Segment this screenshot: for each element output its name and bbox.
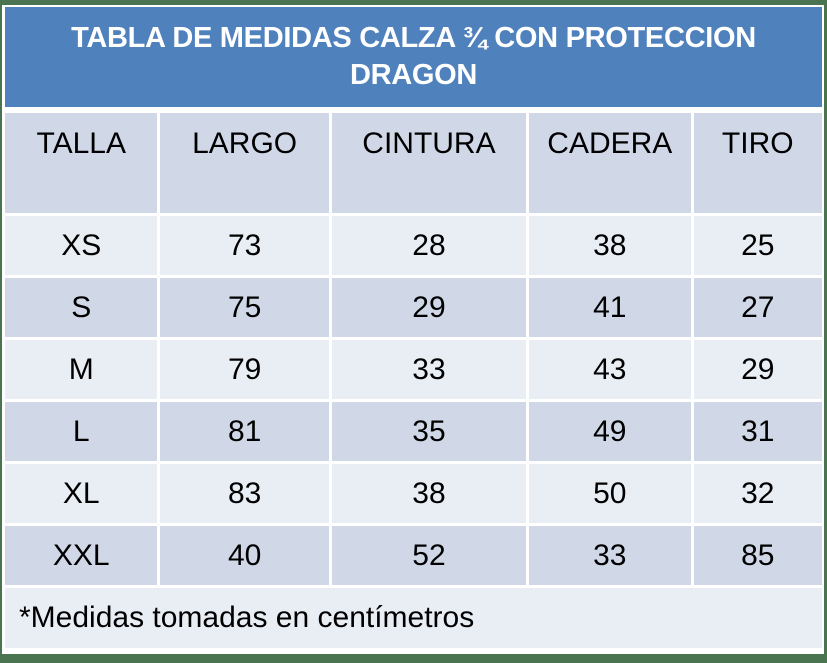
size-cell: XXL xyxy=(5,526,158,585)
column-header-largo: LARGO xyxy=(160,113,329,213)
cintura-cell: 35 xyxy=(331,402,527,461)
tiro-cell: 32 xyxy=(693,464,823,523)
size-cell: XS xyxy=(5,216,158,275)
table-title: TABLA DE MEDIDAS CALZA ¾ CON PROTECCION … xyxy=(5,7,822,107)
size-table: TALLA LARGO CINTURA CADERA TIRO XS 73 28… xyxy=(5,113,823,648)
cadera-cell: 38 xyxy=(529,216,691,275)
tiro-cell: 29 xyxy=(693,340,823,399)
size-cell: L xyxy=(5,402,158,461)
column-header-talla: TALLA xyxy=(5,113,158,213)
table-row: XXL 40 52 33 85 xyxy=(5,526,823,585)
tiro-cell: 31 xyxy=(693,402,823,461)
column-header-row: TALLA LARGO CINTURA CADERA TIRO xyxy=(5,113,823,213)
largo-cell: 75 xyxy=(160,278,329,337)
tiro-cell: 25 xyxy=(693,216,823,275)
footnote: *Medidas tomadas en centímetros xyxy=(5,588,822,648)
cadera-cell: 41 xyxy=(529,278,691,337)
largo-cell: 81 xyxy=(160,402,329,461)
cintura-cell: 33 xyxy=(331,340,527,399)
title-line-1: TABLA DE MEDIDAS CALZA ¾ CON PROTECCION xyxy=(71,22,756,54)
largo-cell: 40 xyxy=(160,526,329,585)
largo-cell: 83 xyxy=(160,464,329,523)
cadera-cell: 43 xyxy=(529,340,691,399)
size-cell: S xyxy=(5,278,158,337)
cintura-cell: 28 xyxy=(331,216,527,275)
table-row: S 75 29 41 27 xyxy=(5,278,823,337)
tiro-cell: 27 xyxy=(693,278,823,337)
cintura-cell: 52 xyxy=(331,526,527,585)
cintura-cell: 29 xyxy=(331,278,527,337)
size-chart-frame: TABLA DE MEDIDAS CALZA ¾ CON PROTECCION … xyxy=(2,5,824,654)
cadera-cell: 50 xyxy=(529,464,691,523)
cadera-cell: 33 xyxy=(529,526,691,585)
size-cell: XL xyxy=(5,464,158,523)
table-row: XS 73 28 38 25 xyxy=(5,216,823,275)
size-cell: M xyxy=(5,340,158,399)
largo-cell: 79 xyxy=(160,340,329,399)
largo-cell: 73 xyxy=(160,216,329,275)
footnote-text: *Medidas tomadas en centímetros xyxy=(19,601,475,634)
column-header-cadera: CADERA xyxy=(529,113,691,213)
table-row: XL 83 38 50 32 xyxy=(5,464,823,523)
table-row: L 81 35 49 31 xyxy=(5,402,823,461)
column-header-tiro: TIRO xyxy=(693,113,823,213)
column-header-cintura: CINTURA xyxy=(331,113,527,213)
cadera-cell: 49 xyxy=(529,402,691,461)
cintura-cell: 38 xyxy=(331,464,527,523)
title-line-2: DRAGON xyxy=(349,59,478,91)
tiro-cell: 85 xyxy=(693,526,823,585)
table-row: M 79 33 43 29 xyxy=(5,340,823,399)
